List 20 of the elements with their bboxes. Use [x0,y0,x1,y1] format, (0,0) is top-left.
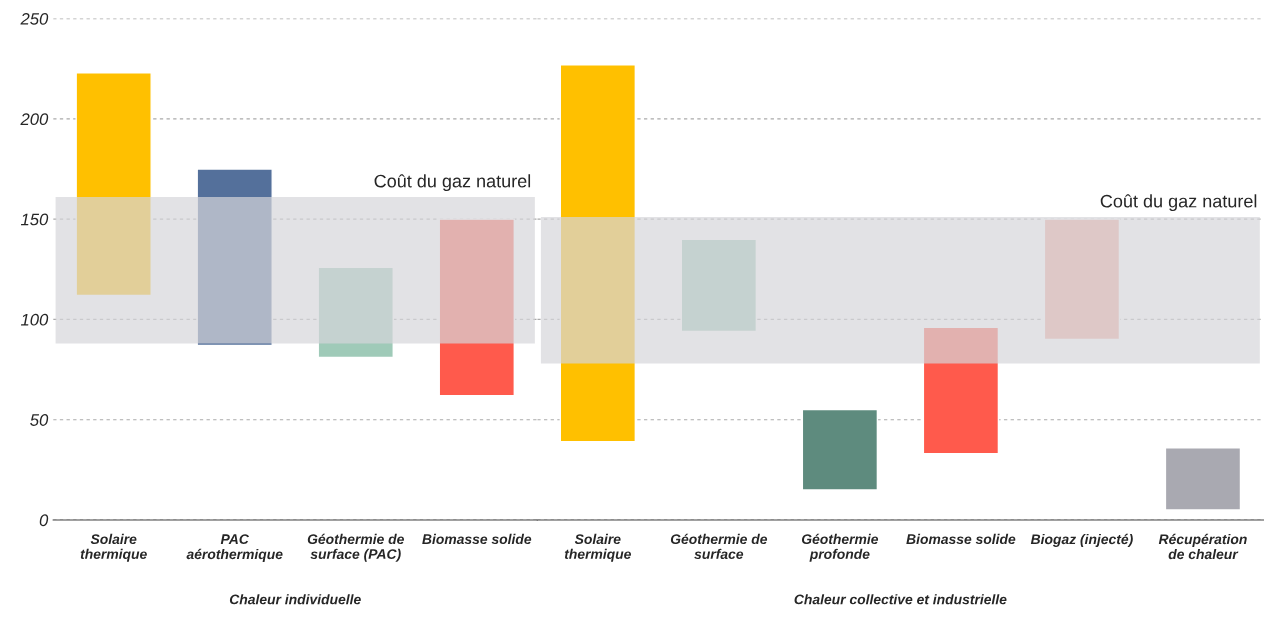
y-tick-label: 0 [39,514,49,527]
x-tick-label: PAC aérothermique [186,534,283,562]
x-axis-title: Chaleur individuelle [229,594,361,605]
y-tick-label: 200 [20,113,49,126]
x-tick-label: Biomasse solide [906,533,1016,545]
x-axis-title: Chaleur collective et industrielle [794,594,1007,605]
x-tick-label: Géothermie profonde [801,533,879,562]
y-tick-label: 150 [20,213,49,226]
x-tick-label: Géothermie de surface [670,533,768,560]
x-tick-label: Solaire thermique [564,533,631,562]
y-tick-label: 100 [20,313,49,326]
x-tick-label: Géothermie de surface (PAC) [307,533,404,562]
x-tick-label: Solaire thermique [80,533,147,562]
y-tick-label: 50 [30,414,49,426]
band-label: Coût du gaz naturel [1100,194,1257,212]
band-label: Coût du gaz naturel [374,174,531,192]
y-tick-label: 250 [20,12,49,25]
x-tick-label: Biogaz (injecté) [1030,533,1133,547]
x-tick-label: Biomasse solide [422,533,532,545]
x-tick-label: Récupération de chaleur [1158,533,1247,560]
